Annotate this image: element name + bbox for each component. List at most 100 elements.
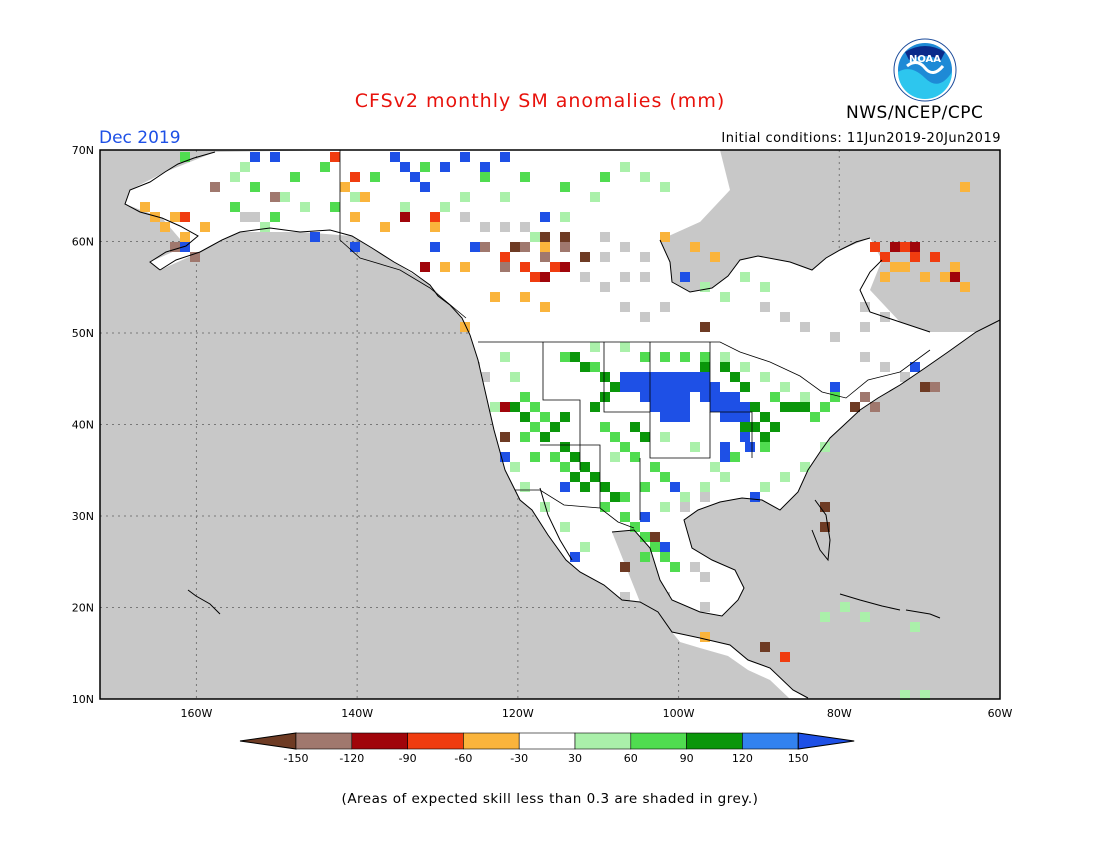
anomaly-cell <box>630 422 640 432</box>
skill-mask-cell <box>980 302 990 312</box>
anomaly-cell <box>490 292 500 302</box>
anomaly-cell <box>300 202 310 212</box>
anomaly-cell <box>270 152 280 162</box>
colorbar-segment <box>686 732 743 750</box>
anomaly-cell <box>840 602 850 612</box>
anomaly-cell <box>640 392 650 402</box>
political-borders <box>339 150 931 529</box>
skill-mask-cell <box>700 602 710 612</box>
anomaly-cell <box>350 212 360 222</box>
colorbar-segment <box>518 732 576 750</box>
anomaly-cell <box>900 690 910 700</box>
anomaly-cell <box>540 302 550 312</box>
skill-mask-cell <box>900 302 910 312</box>
anomaly-cell <box>520 242 530 252</box>
anomaly-cell <box>350 172 360 182</box>
skill-mask-cell <box>600 252 610 262</box>
anomaly-cell <box>760 442 770 452</box>
anomaly-cell <box>720 472 730 482</box>
anomaly-cell <box>660 402 670 412</box>
anomaly-cell <box>720 392 730 402</box>
skill-mask-cell <box>580 272 590 282</box>
anomaly-cell <box>510 462 520 472</box>
anomaly-cell <box>800 402 810 412</box>
anomaly-cell <box>320 162 330 172</box>
skill-mask-cell <box>690 562 700 572</box>
anomaly-cell <box>880 272 890 282</box>
anomaly-cell <box>650 532 660 542</box>
anomaly-cell <box>560 182 570 192</box>
anomaly-cell <box>230 202 240 212</box>
anomaly-cell <box>660 352 670 362</box>
anomaly-cell <box>730 402 740 412</box>
anomaly-cell <box>620 442 630 452</box>
skill-mask-cell <box>460 212 470 222</box>
anomaly-cell <box>630 452 640 462</box>
anomaly-cell <box>900 262 910 272</box>
anomaly-cell <box>810 412 820 422</box>
anomaly-cell <box>730 412 740 422</box>
anomaly-cell <box>830 392 840 402</box>
anomaly-cell <box>580 252 590 262</box>
anomaly-cell <box>730 452 740 462</box>
ocean-mask <box>612 320 1000 699</box>
anomaly-cell <box>950 262 960 272</box>
anomaly-cell <box>240 162 250 172</box>
anomaly-cell <box>670 402 680 412</box>
anomaly-cell <box>960 282 970 292</box>
anomaly-cell <box>760 482 770 492</box>
anomaly-cell <box>640 372 650 382</box>
anomaly-cell <box>540 272 550 282</box>
anomaly-cell <box>160 222 170 232</box>
anomaly-cell <box>690 372 700 382</box>
anomaly-cell <box>590 402 600 412</box>
anomaly-cell <box>730 372 740 382</box>
coastlines <box>124 151 1001 699</box>
skill-mask-cell <box>780 312 790 322</box>
anomaly-cell <box>230 172 240 182</box>
valid-month-label: Dec 2019 <box>99 128 181 148</box>
anomaly-cell <box>770 422 780 432</box>
anomaly-cell <box>690 442 700 452</box>
anomaly-cell <box>580 482 590 492</box>
anomaly-cell <box>520 412 530 422</box>
anomaly-cell <box>570 452 580 462</box>
anomaly-cell <box>690 242 700 252</box>
anomaly-cell <box>660 182 670 192</box>
skill-mask-cell <box>900 282 910 292</box>
anomaly-cell <box>500 192 510 202</box>
anomaly-cell <box>190 252 200 262</box>
anomaly-cell <box>180 232 190 242</box>
anomaly-cell <box>620 382 630 392</box>
anomaly-cell <box>720 402 730 412</box>
anomaly-cell <box>920 690 930 700</box>
anomaly-cell <box>700 322 710 332</box>
lon-label: 60W <box>988 707 1013 720</box>
anomaly-cell <box>700 392 710 402</box>
anomaly-cell <box>760 372 770 382</box>
anomaly-cell <box>800 462 810 472</box>
colorbar-segment <box>574 732 632 750</box>
anomaly-cell <box>550 422 560 432</box>
skill-mask-cell <box>720 502 730 512</box>
skill-mask-cell <box>800 322 810 332</box>
anomaly-cell <box>360 192 370 202</box>
anomaly-cell <box>530 402 540 412</box>
anomaly-cell <box>790 402 800 412</box>
anomaly-cell <box>710 462 720 472</box>
skill-mask-cell <box>880 282 890 292</box>
anomaly-cell <box>745 442 755 452</box>
anomaly-cell <box>660 472 670 482</box>
anomaly-cell <box>820 402 830 412</box>
skill-mask-cell <box>680 612 690 622</box>
skill-mask-cell <box>500 222 510 232</box>
colorbar-segment <box>407 732 464 750</box>
skill-mask-cell <box>760 302 770 312</box>
skill-mask-cell <box>780 512 790 522</box>
skill-mask-cell <box>660 302 670 312</box>
skill-mask-cell <box>700 572 710 582</box>
anomaly-cell <box>260 222 270 232</box>
anomaly-cell <box>140 202 150 212</box>
skill-mask-cell <box>960 312 970 322</box>
anomaly-cell <box>780 652 790 662</box>
